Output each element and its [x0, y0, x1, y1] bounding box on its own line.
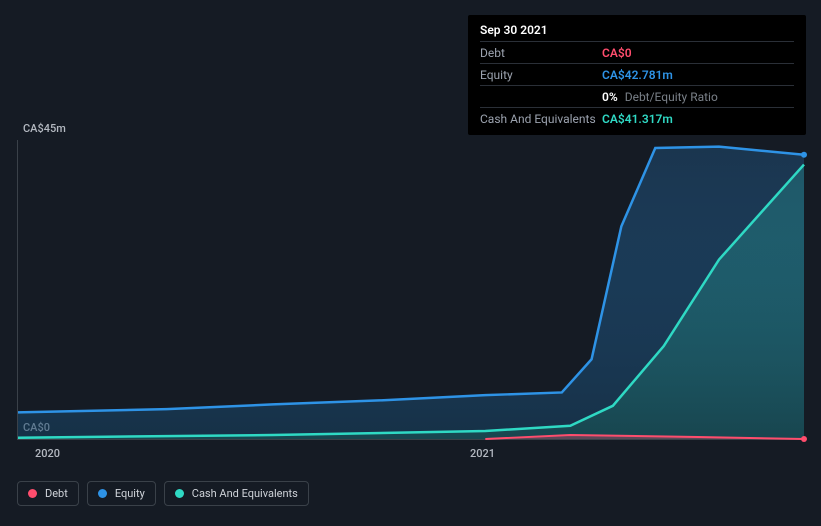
tooltip-ratio-value: 0% Debt/Equity Ratio — [602, 90, 718, 104]
legend-swatch-cash — [175, 489, 184, 498]
legend-label-cash: Cash And Equivalents — [192, 487, 298, 500]
tooltip-row-cash: Cash And Equivalents CA$41.317m — [480, 107, 794, 129]
legend-item-equity[interactable]: Equity — [87, 481, 156, 506]
tooltip-equity-value: CA$42.781m — [602, 68, 673, 82]
legend-swatch-equity — [98, 489, 107, 498]
legend-label-equity: Equity — [115, 487, 145, 500]
chart-svg — [18, 140, 804, 439]
tooltip-row-debt: Debt CA$0 — [480, 41, 794, 63]
tooltip-debt-value: CA$0 — [602, 46, 632, 60]
tooltip-row-equity: Equity CA$42.781m — [480, 63, 794, 85]
legend-label-debt: Debt — [45, 487, 68, 500]
tooltip-cash-label: Cash And Equivalents — [480, 112, 602, 126]
chart-plot-area[interactable] — [17, 140, 804, 440]
tooltip-ratio-spacer — [480, 90, 602, 104]
chart-container: Sep 30 2021 Debt CA$0 Equity CA$42.781m … — [0, 0, 821, 526]
x-axis-label-2021: 2021 — [470, 447, 495, 460]
tooltip-ratio-label: Debt/Equity Ratio — [625, 90, 718, 104]
tooltip-equity-label: Equity — [480, 68, 602, 82]
tooltip-row-ratio: 0% Debt/Equity Ratio — [480, 85, 794, 107]
legend-swatch-debt — [28, 489, 37, 498]
chart-tooltip: Sep 30 2021 Debt CA$0 Equity CA$42.781m … — [468, 15, 806, 135]
tooltip-debt-label: Debt — [480, 46, 602, 60]
tooltip-date: Sep 30 2021 — [480, 23, 794, 41]
debt-endpoint-dot — [801, 436, 807, 442]
x-axis-label-2020: 2020 — [35, 447, 60, 460]
legend-item-debt[interactable]: Debt — [17, 481, 79, 506]
chart-legend: Debt Equity Cash And Equivalents — [17, 481, 309, 506]
tooltip-ratio-pct: 0% — [602, 90, 618, 104]
y-axis-label-max: CA$45m — [23, 122, 66, 135]
tooltip-cash-value: CA$41.317m — [602, 112, 673, 126]
equity-endpoint-dot — [801, 152, 807, 158]
legend-item-cash[interactable]: Cash And Equivalents — [164, 481, 309, 506]
